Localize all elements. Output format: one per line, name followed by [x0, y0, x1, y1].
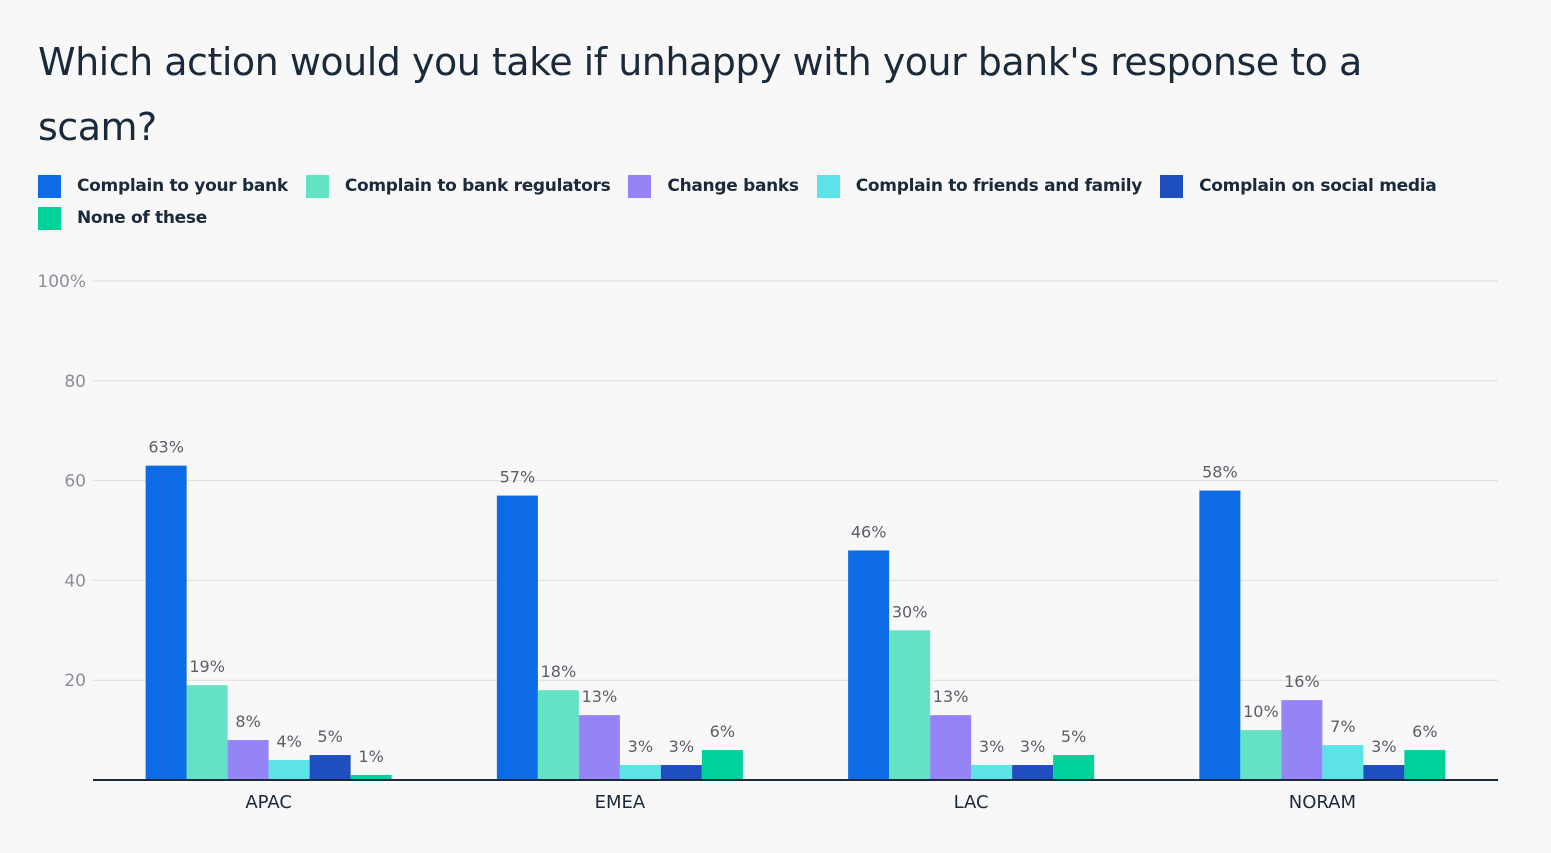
data-label: 3%: [669, 737, 694, 756]
data-label: 7%: [1330, 717, 1355, 736]
data-label: 16%: [1284, 672, 1320, 691]
bar: [496, 495, 538, 780]
x-tick-label: LAC: [954, 792, 989, 813]
bar: [145, 465, 187, 780]
legend-label: Complain on social media: [1199, 176, 1437, 196]
bar: [660, 765, 702, 780]
legend-label: None of these: [77, 208, 207, 228]
bar: [930, 715, 972, 780]
bar: [1240, 730, 1282, 780]
data-label: 3%: [1371, 737, 1396, 756]
data-label: 58%: [1202, 463, 1238, 482]
legend: Complain to your bank Complain to bank re…: [38, 174, 1478, 230]
bar: [1199, 490, 1241, 780]
data-label: 13%: [582, 687, 618, 706]
x-tick-label: EMEA: [595, 792, 646, 813]
legend-swatch: [816, 174, 840, 198]
y-tick-label: 80: [64, 372, 86, 392]
bar: [227, 740, 269, 780]
data-label: 5%: [1061, 727, 1086, 746]
data-label: 19%: [189, 657, 225, 676]
data-label: 6%: [710, 722, 735, 741]
bar: [1322, 745, 1364, 780]
y-tick-label: 60: [64, 472, 86, 492]
legend-item[interactable]: Complain on social media: [1160, 174, 1437, 198]
x-tick-label: APAC: [245, 792, 292, 813]
data-label: 3%: [979, 737, 1004, 756]
legend-item[interactable]: Complain to friends and family: [816, 174, 1143, 198]
legend-item[interactable]: Change banks: [628, 174, 799, 198]
x-tick-label: NORAM: [1289, 792, 1356, 813]
legend-swatch: [628, 174, 652, 198]
data-label: 8%: [235, 712, 260, 731]
legend-item[interactable]: None of these: [38, 206, 207, 230]
data-label: 46%: [851, 522, 887, 541]
bar: [1404, 750, 1446, 780]
bar: [971, 765, 1013, 780]
legend-swatch: [1160, 174, 1184, 198]
data-label: 18%: [541, 662, 577, 681]
bar: [889, 630, 931, 780]
legend-swatch: [305, 174, 329, 198]
data-label: 57%: [500, 468, 536, 487]
bar: [848, 550, 890, 780]
bar: [619, 765, 661, 780]
y-tick-label: 40: [64, 571, 86, 591]
data-label: 4%: [276, 732, 301, 751]
bar: [578, 715, 620, 780]
legend-item[interactable]: Complain to bank regulators: [305, 174, 611, 198]
bar: [701, 750, 743, 780]
bar: [186, 685, 228, 780]
data-label: 63%: [148, 438, 184, 457]
bar: [268, 760, 310, 780]
bar: [1012, 765, 1054, 780]
bar: [350, 775, 392, 780]
data-label: 13%: [933, 687, 969, 706]
legend-swatch: [38, 174, 61, 198]
data-label: 10%: [1243, 702, 1279, 721]
data-label: 30%: [892, 602, 928, 621]
data-label: 3%: [1020, 737, 1045, 756]
bar: [1053, 755, 1095, 780]
bar: [537, 690, 579, 780]
legend-label: Complain to friends and family: [855, 176, 1143, 196]
legend-item[interactable]: Complain to your bank: [38, 174, 288, 198]
bar: [1363, 765, 1405, 780]
legend-label: Change banks: [667, 176, 799, 196]
legend-label: Complain to your bank: [77, 176, 288, 196]
data-label: 5%: [317, 727, 342, 746]
chart-title: Which action would you take if unhappy w…: [38, 40, 1362, 149]
legend-swatch: [38, 206, 61, 230]
bar: [1281, 700, 1323, 780]
data-label: 1%: [358, 747, 383, 766]
y-tick-label: 100%: [37, 272, 86, 292]
legend-label: Complain to bank regulators: [344, 176, 611, 196]
data-label: 3%: [628, 737, 653, 756]
data-label: 6%: [1412, 722, 1437, 741]
y-tick-label: 20: [64, 671, 86, 691]
bar: [309, 755, 351, 780]
